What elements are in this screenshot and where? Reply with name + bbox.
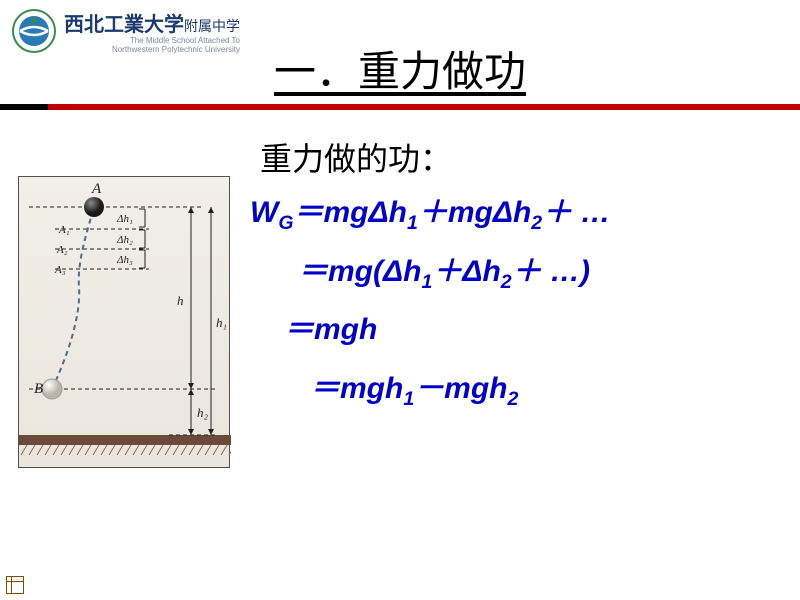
- slide-title: 一．重力做功: [0, 38, 800, 99]
- equation-line: ＝mgh: [250, 301, 611, 360]
- equation-line: WG＝mgΔh1＋mgΔh2＋ …: [250, 184, 611, 243]
- physics-diagram: A B A₁ A₂ A₃ Δh₁ Δh₂ Δh₃ h h₁ h₂: [18, 176, 230, 468]
- svg-text:Δh₃: Δh₃: [116, 254, 133, 266]
- svg-text:A₁: A₁: [58, 224, 70, 236]
- svg-text:Δh₁: Δh₁: [116, 213, 133, 225]
- svg-text:h: h: [177, 293, 184, 308]
- school-name-cn: 西北工業大学附属中学: [64, 8, 240, 37]
- svg-text:A: A: [91, 181, 102, 197]
- school-suffix: 附属中学: [184, 20, 240, 35]
- school-main: 西北工業大学: [64, 14, 184, 36]
- svg-text:A₃: A₃: [54, 264, 66, 276]
- divider-right: [48, 104, 800, 110]
- diagram-svg: A B A₁ A₂ A₃ Δh₁ Δh₂ Δh₃ h h₁ h₂: [19, 177, 231, 469]
- svg-text:B: B: [34, 381, 43, 397]
- svg-text:Δh₂: Δh₂: [116, 234, 133, 246]
- svg-text:h₁: h₁: [216, 315, 227, 330]
- equation-line: ＝mg(Δh1＋Δh2＋ …): [250, 243, 611, 302]
- svg-text:A₂: A₂: [56, 244, 68, 256]
- svg-text:h₂: h₂: [197, 405, 209, 420]
- subtitle: 重力做的功：: [260, 134, 452, 180]
- divider-left: [0, 104, 48, 110]
- equations: WG＝mgΔh1＋mgΔh2＋ …＝mg(Δh1＋Δh2＋ …)＝mgh＝mgh…: [250, 184, 611, 418]
- slide-marker-icon: [6, 576, 24, 594]
- divider: [0, 104, 800, 110]
- equation-line: ＝mgh1－mgh2: [250, 360, 611, 419]
